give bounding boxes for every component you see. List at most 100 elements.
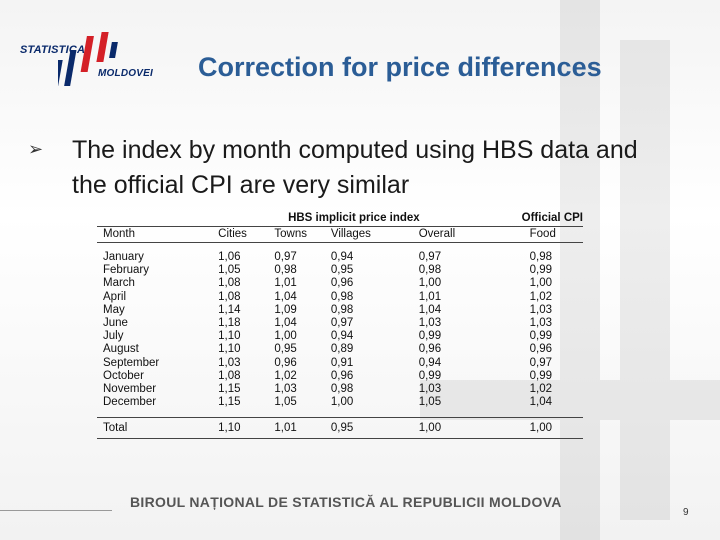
- logo: STATISTICA MOLDOVEI: [20, 30, 190, 94]
- table-cell: 0,95: [274, 343, 297, 356]
- table-cell: 0,95: [330, 264, 354, 277]
- table-cell: 1,00: [330, 396, 354, 409]
- table-cell: November: [103, 383, 157, 396]
- table-cell: 0,96: [330, 277, 354, 290]
- table-cell: December: [103, 396, 157, 409]
- table-row: July 1,10 1,00 0,94 0,99 0,99: [97, 330, 583, 343]
- table-cell: 1,03: [529, 317, 553, 330]
- table-row: June 1,18 1,04 0,97 1,03 1,03: [97, 317, 583, 330]
- table-cell: April: [103, 290, 127, 303]
- table-cell: 1,03: [218, 356, 241, 369]
- table-cell: 0,94: [418, 356, 442, 369]
- table-cell: 0,97: [418, 251, 442, 263]
- table-cell: 0,97: [274, 251, 297, 263]
- footer-divider: [0, 510, 112, 511]
- table-cell: 1,00: [274, 330, 297, 343]
- table-cell: 1,00: [418, 277, 442, 290]
- table-cell: 1,08: [218, 290, 241, 303]
- table-cell: January: [103, 251, 144, 263]
- table-cell: 0,99: [529, 330, 553, 343]
- table-cell: 0,97: [330, 317, 354, 330]
- table-cell: 1,08: [218, 277, 241, 290]
- table-cell: 1,01: [274, 417, 331, 440]
- table-cell: 0,99: [418, 369, 442, 382]
- table-cell: 1,03: [529, 303, 553, 316]
- column-header-towns: Towns: [274, 226, 331, 243]
- table-row: April 1,08 1,04 0,98 1,01 1,02: [97, 291, 583, 304]
- table-cell: 0,96: [330, 369, 354, 382]
- table-cell: July: [103, 330, 124, 343]
- table-row: October 1,08 1,02 0,96 0,99 0,99: [97, 370, 583, 383]
- table-cell: 1,05: [418, 396, 442, 409]
- table-cell: 1,01: [274, 277, 297, 290]
- slide-title: Correction for price differences: [198, 52, 602, 82]
- table-cell: 0,98: [529, 251, 553, 263]
- table-cell: June: [103, 317, 128, 330]
- table-cell: May: [103, 303, 125, 316]
- table-cell: March: [103, 277, 135, 290]
- column-header-overall: Overall: [404, 226, 504, 243]
- table-cell: 0,95: [330, 417, 405, 440]
- table-cell: 1,00: [404, 417, 504, 440]
- group-header-hbs: HBS implicit price index: [204, 210, 504, 227]
- table-row: May 1,14 1,09 0,98 1,04 1,03: [97, 304, 583, 317]
- table-cell: 1,00: [529, 277, 553, 290]
- table-cell: 1,15: [218, 383, 241, 396]
- table-cell: 0,94: [330, 251, 354, 263]
- background-watermark: [420, 0, 720, 540]
- price-index-table: HBS implicit price index Official CPI Mo…: [97, 210, 583, 440]
- table-cell: 0,99: [529, 264, 553, 277]
- table-cell: 1,08: [218, 369, 241, 382]
- table-cell: 1,02: [529, 383, 553, 396]
- table-cell: 0,98: [330, 303, 354, 316]
- table-cell: 0,98: [274, 264, 297, 277]
- table-cell: 1,05: [218, 264, 241, 277]
- table-row-total: Total 1,10 1,01 0,95 1,00 1,00: [97, 417, 583, 440]
- logo-text-statistica: STATISTICA: [20, 44, 86, 56]
- column-header-month: Month: [97, 226, 205, 243]
- table-row: March 1,08 1,01 0,96 1,00 1,00: [97, 277, 583, 290]
- table-cell: 1,03: [274, 383, 297, 396]
- table-row: November 1,15 1,03 0,98 1,03 1,02: [97, 383, 583, 396]
- table-cell: 1,03: [418, 317, 442, 330]
- table-cell: 0,97: [529, 356, 553, 369]
- table-cell: 1,09: [274, 303, 297, 316]
- table-row: December 1,15 1,05 1,00 1,05 1,04: [97, 396, 583, 409]
- footer-organization: BIROUL NAȚIONAL DE STATISTICĂ AL REPUBLI…: [130, 494, 562, 510]
- table-cell: 0,96: [418, 343, 442, 356]
- column-header-cities: Cities: [204, 226, 275, 243]
- table-cell: 1,10: [218, 343, 241, 356]
- table-cell: 1,06: [218, 251, 241, 263]
- table-cell: 1,04: [529, 396, 553, 409]
- table-cell: October: [103, 369, 144, 382]
- table-cell: 0,91: [330, 356, 354, 369]
- table-cell: 1,04: [274, 290, 297, 303]
- table-row: August 1,10 0,95 0,89 0,96 0,96: [97, 343, 583, 356]
- table-cell: 0,89: [330, 343, 354, 356]
- logo-text-moldovei: MOLDOVEI: [98, 68, 153, 79]
- table-cell: September: [103, 356, 160, 369]
- table-cell: 0,99: [529, 369, 553, 382]
- logo-bars-icon: [58, 32, 118, 86]
- table-cell: February: [103, 264, 150, 277]
- table-cell: 1,04: [274, 317, 297, 330]
- table-cell: Total: [97, 417, 205, 440]
- table-row: September 1,03 0,96 0,91 0,94 0,97: [97, 357, 583, 370]
- table-cell: 1,02: [274, 369, 297, 382]
- table-cell: 0,98: [418, 264, 442, 277]
- bullet-arrow-icon: ➢: [28, 139, 44, 159]
- bullet-text: The index by month computed using HBS da…: [72, 136, 638, 199]
- table-row: January 1,06 0,97 0,94 0,97 0,98: [97, 251, 583, 264]
- table-cell: 1,02: [529, 290, 553, 303]
- table-cell: 0,94: [330, 330, 354, 343]
- table-cell: 1,10: [218, 330, 241, 343]
- table-cell: 0,96: [529, 343, 553, 356]
- table-row: February 1,05 0,98 0,95 0,98 0,99: [97, 264, 583, 277]
- table-cell: 1,04: [418, 303, 442, 316]
- table-cell: 1,14: [218, 303, 241, 316]
- table-cell: 1,18: [218, 317, 241, 330]
- table-cell: 0,98: [330, 383, 354, 396]
- column-header-food: Food: [503, 226, 583, 243]
- table-cell: 1,15: [218, 396, 241, 409]
